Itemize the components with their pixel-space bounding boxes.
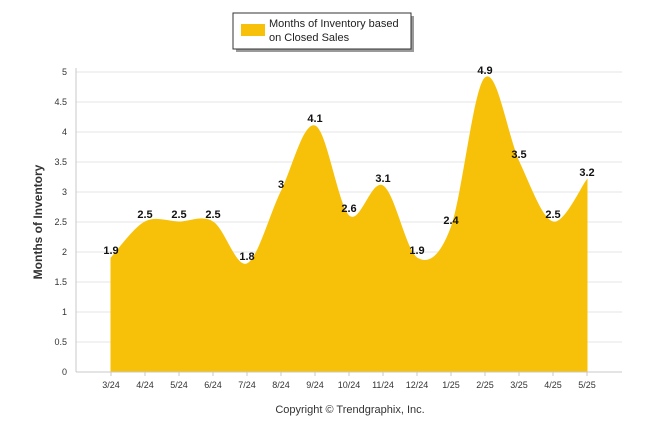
y-tick-label: 0.5 (54, 337, 67, 347)
y-tick-label: 4.5 (54, 97, 67, 107)
area-layer (110, 76, 588, 373)
x-tick-label: 3/25 (510, 380, 528, 390)
legend-label-line2: on Closed Sales (269, 32, 350, 44)
x-tick-label: 9/24 (306, 380, 324, 390)
data-label: 4.1 (307, 113, 322, 125)
x-tick-label: 4/24 (136, 380, 154, 390)
x-tick-label: 7/24 (238, 380, 256, 390)
y-tick-label: 0 (62, 367, 67, 377)
x-tick-labels: 3/24 4/24 5/24 6/24 7/24 8/24 9/24 10/24 11/24 12… (102, 380, 596, 390)
x-tick-label: 3/24 (102, 380, 120, 390)
copyright-credit: Copyright © Trendgraphix, Inc. (275, 404, 424, 416)
x-tick-label: 8/24 (272, 380, 290, 390)
data-label: 1.8 (239, 251, 254, 263)
x-tick-label: 4/25 (544, 380, 562, 390)
x-tick-label: 12/24 (406, 380, 429, 390)
data-label: 1.9 (103, 245, 118, 257)
x-tick-label: 10/24 (338, 380, 361, 390)
data-label: 2.4 (443, 215, 459, 227)
x-tick-label: 2/25 (476, 380, 494, 390)
x-tick-label: 5/24 (170, 380, 188, 390)
legend: Months of Inventory based on Closed Sale… (232, 12, 414, 52)
y-tick-label: 3 (62, 187, 67, 197)
y-tick-label: 2.5 (54, 217, 67, 227)
y-tick-label: 5 (62, 67, 67, 77)
y-tick-label: 3.5 (54, 157, 67, 167)
y-tick-label: 1.5 (54, 277, 67, 287)
data-label: 2.6 (341, 203, 356, 215)
series-area (110, 76, 588, 373)
data-label: 2.5 (545, 209, 560, 221)
data-label: 4.9 (477, 65, 492, 77)
data-label: 3.5 (511, 149, 526, 161)
x-tick-label: 5/25 (578, 380, 596, 390)
data-label: 2.5 (171, 209, 186, 221)
data-label: 3.1 (375, 173, 390, 185)
data-label: 1.9 (409, 245, 424, 257)
y-axis-title: Months of Inventory (31, 164, 45, 279)
legend-label-line1: Months of Inventory based (269, 18, 399, 30)
axes (75, 68, 622, 376)
y-tick-label: 1 (62, 307, 67, 317)
x-tick-label: 11/24 (372, 380, 394, 390)
y-tick-label: 4 (62, 127, 67, 137)
data-labels: 1.9 2.5 2.5 2.5 1.8 3 4.1 2.6 3.1 1.9 2.4 4.9 3.5 2.5… (103, 65, 594, 263)
y-tick-label: 2 (62, 247, 67, 257)
data-label: 3.2 (579, 167, 594, 179)
y-tick-labels: 0 0.5 1 1.5 2 2.5 3 3.5 4 4.5 5 (54, 67, 67, 377)
legend-swatch (241, 24, 265, 36)
data-label: 2.5 (137, 209, 152, 221)
data-label: 2.5 (205, 209, 220, 221)
x-tick-label: 1/25 (442, 380, 460, 390)
x-tick-label: 6/24 (204, 380, 222, 390)
data-label: 3 (278, 179, 284, 191)
